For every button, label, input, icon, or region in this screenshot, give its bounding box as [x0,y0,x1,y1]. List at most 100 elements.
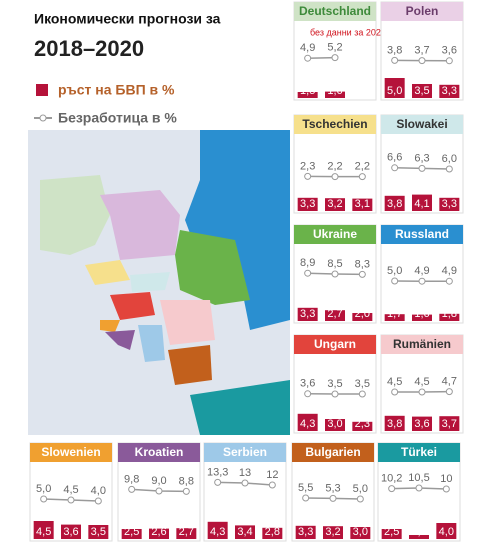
gdp-bar [439,416,460,431]
unemployment-label: 13 [239,467,251,479]
unemployment-label: 10,2 [381,473,402,485]
gdp-label: 4,3 [210,526,225,538]
unemployment-dot [445,57,453,65]
unemployment-label: 5,0 [353,483,368,495]
unemployment-label: 3,7 [414,45,429,57]
panel-title: Ukraine [313,227,357,241]
panel-title: Rumänien [393,337,451,351]
legend-label: Безработица в % [58,110,177,126]
unemployment-dot [331,270,339,278]
gdp-label: 4,3 [300,418,315,430]
panel-title: Kroatien [135,445,184,459]
gdp-bar [439,197,460,211]
unemployment-label: 3,6 [442,45,457,57]
gdp-label: 3,0 [353,526,368,538]
gdp-label: 3,4 [237,526,252,538]
panel-header [30,443,112,462]
gdp-bar [207,521,228,539]
note: без данни за 2020 г. [310,27,393,37]
gdp-label: 3,7 [442,418,457,430]
unemployment-label: 4,9 [300,42,315,54]
gdp-bar [325,91,345,98]
gdp-label: 4,1 [414,198,429,210]
unemployment-dot [214,478,222,486]
map-croatia [105,330,135,350]
gdp-label: 3,0 [327,418,342,430]
map-czechia [85,260,130,285]
map-hungary [110,292,155,320]
unemployment-label: 8,5 [327,258,342,270]
gdp-label: 2,5 [124,526,139,538]
unemployment-dot [418,57,426,65]
gdp-label: 2,7 [179,526,194,538]
gdp-bar [439,84,460,98]
gdp-label: 3,2 [327,198,342,210]
panel-title: Tschechien [302,117,367,131]
unemployment-dot [388,485,396,493]
unemployment-dot [445,388,453,396]
unemployment-label: 4,5 [63,484,78,496]
unemployment-dot [391,277,399,285]
gdp-bar [121,529,142,539]
panel-title: Slowenien [41,445,100,459]
unemployment-label: 5,0 [387,265,402,277]
panel-title: Russland [395,227,449,241]
unemployment-label: 3,8 [387,44,402,56]
gdp-label: 1,6 [414,308,429,320]
unemployment-dot [358,270,366,278]
gdp-bar [297,413,318,431]
gdp-bar [384,314,405,321]
gdp-bar [325,419,345,431]
unemployment-dot [415,484,423,492]
unemployment-label: 9,8 [124,473,139,485]
gdp-bar [176,528,197,539]
panel-title: Deutschland [299,4,371,18]
gdp-label: 2,0 [355,308,370,320]
unemployment-dot [331,173,339,181]
gdp-label: 3,3 [442,85,457,97]
map-romania [160,300,215,345]
unemployment-label: 8,3 [355,258,370,270]
gdp-label: 4,5 [36,526,51,538]
gdp-bar [412,314,432,321]
gdp-bar [412,416,432,431]
legend-dot [39,114,47,122]
gdp-bar [384,415,405,431]
gdp-bar [325,198,345,211]
gdp-bar [439,313,460,321]
unemployment-dot [304,172,312,180]
unemployment-dot [418,164,426,172]
unemployment-label: 5,0 [36,483,51,495]
unemployment-label: 4,0 [91,485,106,497]
unemployment-dot [331,54,339,62]
panel-header [294,335,376,354]
map-russia [185,130,290,330]
gdp-bar [235,525,255,539]
unemployment-dot [445,277,453,285]
gdp-label: 1,6 [327,85,342,97]
unemployment-dot [331,390,339,398]
legend-swatch-gdp [36,84,48,96]
unemployment-dot [445,165,453,173]
unemployment-label: 5,2 [327,42,342,54]
gdp-label: 3,1 [355,198,370,210]
gdp-label: 3,3 [442,198,457,210]
unemployment-dot [329,494,337,502]
panel-header [294,2,376,21]
map-serbia [138,325,165,362]
gdp-bar [297,307,318,321]
unemployment-label: 9,0 [151,475,166,487]
gdp-bar [384,195,405,211]
gdp-label: 3,8 [387,418,402,430]
unemployment-dot [155,487,163,495]
gdp-label: 2,8 [265,526,280,538]
unemployment-label: 2,2 [355,161,370,173]
gdp-bar [412,194,432,211]
unemployment-label: 10 [440,473,452,485]
unemployment-label: 6,6 [387,152,402,164]
unemployment-label: 12 [266,469,278,481]
gdp-label: 3,6 [63,526,78,538]
panel-header [381,115,463,134]
map-ukraine [175,230,250,305]
